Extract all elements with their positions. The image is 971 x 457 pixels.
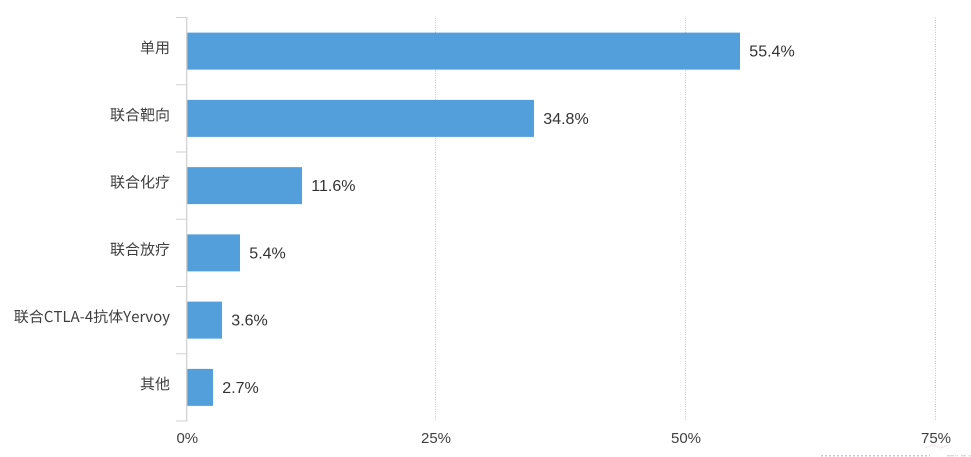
svg-text:3.6%: 3.6% bbox=[231, 313, 267, 330]
svg-text:75%: 75% bbox=[921, 430, 951, 447]
svg-text:55.4%: 55.4% bbox=[749, 44, 794, 61]
svg-text:0%: 0% bbox=[176, 430, 198, 447]
svg-text:2.7%: 2.7% bbox=[222, 380, 258, 397]
svg-text:25%: 25% bbox=[421, 430, 451, 447]
svg-text:34.8%: 34.8% bbox=[543, 111, 588, 128]
svg-text:11.6%: 11.6% bbox=[311, 178, 355, 195]
svg-text:5.4%: 5.4% bbox=[249, 245, 285, 262]
svg-text:50%: 50% bbox=[671, 430, 701, 447]
